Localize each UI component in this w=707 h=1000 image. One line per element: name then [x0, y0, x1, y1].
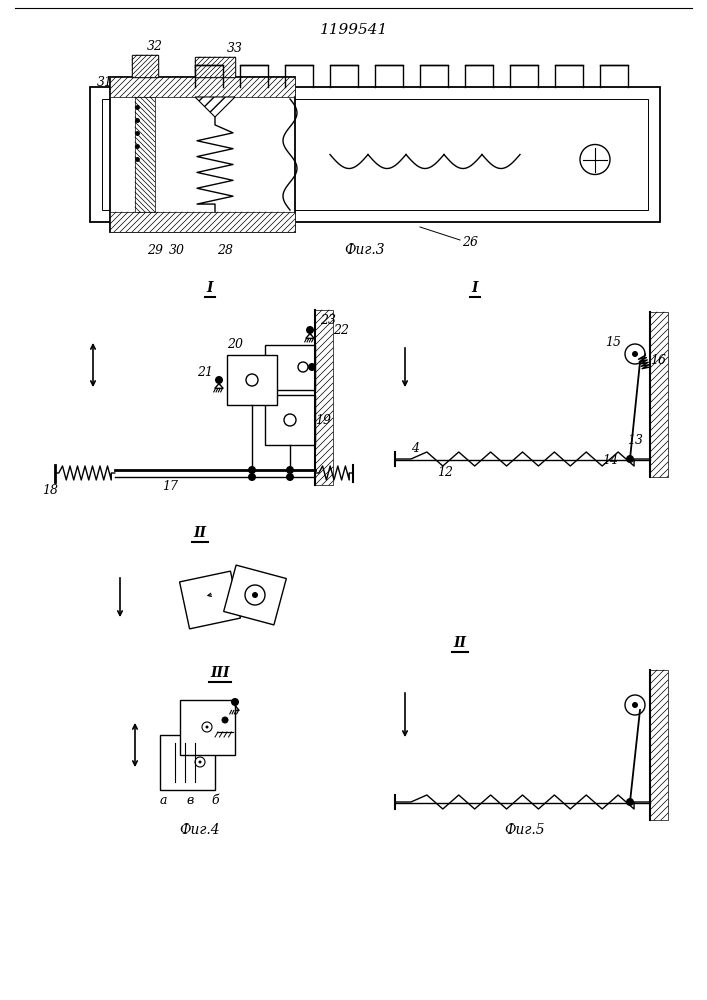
Circle shape	[215, 376, 223, 384]
Bar	[227, 355, 277, 405]
Circle shape	[306, 326, 314, 334]
Circle shape	[632, 702, 638, 708]
Polygon shape	[195, 97, 235, 117]
Circle shape	[286, 466, 294, 474]
Text: 23: 23	[320, 314, 336, 326]
Bar	[110, 77, 295, 232]
Text: 21: 21	[197, 365, 213, 378]
Circle shape	[580, 144, 610, 174]
Text: 30: 30	[169, 243, 185, 256]
Text: 22: 22	[333, 324, 349, 336]
Text: III: III	[210, 666, 230, 680]
Bar	[265, 345, 315, 390]
Text: 31: 31	[97, 76, 113, 89]
Text: 19: 19	[315, 414, 331, 426]
Text: б: б	[211, 794, 218, 806]
Text: 29: 29	[147, 243, 163, 256]
Text: 13: 13	[627, 434, 643, 448]
Text: 28: 28	[217, 243, 233, 256]
Text: 15: 15	[605, 336, 621, 349]
Text: II: II	[194, 526, 206, 540]
Bar	[110, 212, 295, 232]
Text: I: I	[206, 281, 214, 295]
Circle shape	[231, 698, 239, 706]
Text: 18: 18	[42, 484, 58, 496]
Bar	[102, 99, 648, 210]
Text: II: II	[453, 636, 467, 650]
Text: 4: 4	[411, 442, 419, 456]
Bar	[265, 395, 315, 445]
Bar	[195, 57, 235, 77]
Bar	[315, 310, 333, 485]
Text: 16: 16	[650, 354, 666, 366]
Text: 12: 12	[437, 466, 453, 480]
Bar	[650, 670, 668, 820]
Polygon shape	[180, 571, 240, 629]
Circle shape	[308, 363, 316, 371]
Bar	[180, 700, 235, 755]
Text: 20: 20	[227, 338, 243, 352]
Circle shape	[252, 592, 258, 598]
Circle shape	[199, 760, 201, 764]
Circle shape	[248, 466, 256, 474]
Text: в: в	[187, 794, 194, 806]
Text: I: I	[472, 281, 478, 295]
Text: Фиг.5: Фиг.5	[505, 823, 545, 837]
Text: Фиг.3: Фиг.3	[345, 243, 385, 257]
Circle shape	[286, 473, 294, 481]
Bar	[135, 97, 155, 212]
Circle shape	[632, 351, 638, 357]
Text: 14: 14	[602, 454, 618, 468]
Circle shape	[626, 798, 634, 806]
Bar	[110, 77, 295, 97]
Text: 33: 33	[227, 42, 243, 55]
Bar	[650, 312, 668, 477]
Circle shape	[626, 455, 634, 463]
Text: 1199541: 1199541	[320, 23, 388, 37]
Circle shape	[206, 726, 209, 728]
Polygon shape	[223, 565, 286, 625]
Text: 26: 26	[462, 235, 478, 248]
Bar	[160, 735, 215, 790]
Circle shape	[248, 473, 256, 481]
Text: Фиг.4: Фиг.4	[180, 823, 221, 837]
Text: a: a	[159, 794, 167, 806]
Circle shape	[625, 344, 645, 364]
Bar	[90, 87, 660, 222]
Bar	[132, 55, 158, 77]
Bar	[195, 57, 235, 77]
Text: 17: 17	[162, 480, 178, 492]
Circle shape	[625, 695, 645, 715]
Bar	[132, 55, 158, 77]
Circle shape	[221, 716, 228, 724]
Text: 32: 32	[147, 40, 163, 53]
